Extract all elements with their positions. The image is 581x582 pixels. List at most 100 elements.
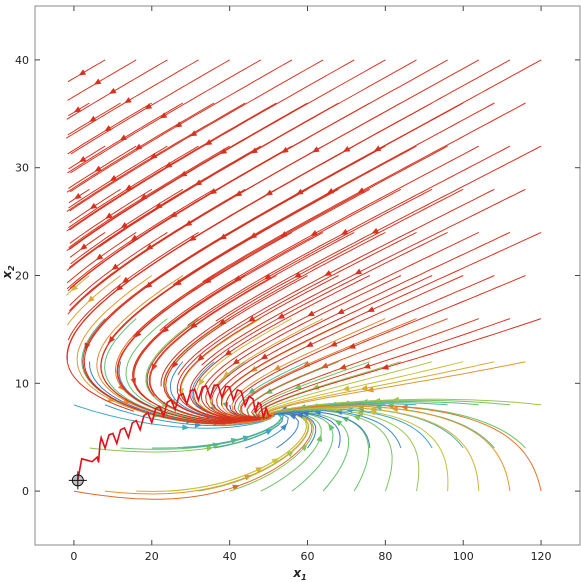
stream-arrowhead [144, 103, 153, 110]
stream-arrowhead [310, 229, 318, 236]
stream-arrowhead [164, 161, 173, 168]
stream-arrowhead [104, 125, 112, 132]
stream-arrowhead [250, 147, 258, 154]
stream-arrowhead [295, 412, 304, 419]
streamline [66, 188, 215, 290]
stream-arrowhead [222, 371, 231, 378]
streamline [66, 59, 199, 139]
stream-arrowhead [311, 146, 320, 153]
x-axis-label: x1 [292, 566, 306, 582]
stream-arrowhead [161, 326, 170, 333]
streamline [66, 59, 168, 120]
stream-arrowhead [286, 450, 294, 458]
stream-arrowhead [111, 263, 119, 271]
stream-arrowhead [288, 413, 297, 420]
stream-arrowhead [326, 188, 335, 195]
stream-arrowhead [209, 188, 217, 195]
y-axis-label: x2 [0, 265, 16, 280]
stream-arrowhead [78, 69, 87, 76]
streamline [189, 231, 448, 420]
streamline [69, 188, 246, 312]
stream-arrowhead [336, 308, 345, 315]
y-tick-label: 30 [15, 162, 29, 175]
stream-arrowhead [95, 253, 104, 261]
stream-arrowhead [307, 310, 315, 317]
streamline [67, 59, 137, 101]
stream-arrowhead [194, 179, 203, 186]
stream-arrowhead [197, 354, 205, 362]
stream-arrowhead [400, 404, 408, 411]
stream-arrowhead [260, 353, 268, 360]
stream-arrowhead [334, 419, 343, 427]
streamline [68, 145, 262, 269]
streamline [263, 361, 526, 421]
stream-arrowhead [74, 192, 82, 200]
stream-arrowhead [271, 458, 280, 465]
stream-arrowhead [369, 406, 377, 413]
initial-point-marker [68, 471, 87, 490]
stream-arrowhead [105, 212, 113, 219]
stream-arrowhead [354, 268, 363, 275]
stream-arrowhead [218, 318, 227, 326]
y-tick-label: 0 [22, 485, 29, 498]
streamline [267, 410, 370, 492]
streamline [98, 59, 417, 248]
streamline [66, 275, 90, 296]
y-tick-label: 40 [15, 54, 29, 67]
x-tick-label: 0 [70, 550, 77, 563]
stream-arrowhead [373, 145, 382, 152]
stream-arrowhead [328, 423, 335, 431]
stream-arrowhead [367, 306, 375, 312]
stream-arrowhead [232, 484, 240, 491]
stream-arrowhead [371, 227, 379, 234]
stream-arrowhead [89, 115, 97, 122]
streamline [96, 275, 277, 425]
stream-arrowhead [247, 315, 256, 322]
stream-arrowhead [232, 358, 240, 365]
streamline [66, 102, 308, 251]
stream-arrowhead [356, 411, 364, 417]
y-tick-label: 10 [15, 377, 29, 390]
stream-arrowhead [80, 243, 88, 250]
streamline [258, 318, 542, 419]
streamline [68, 145, 199, 229]
stream-arrowhead [390, 406, 399, 413]
streamline [254, 318, 511, 419]
stream-arrowhead [305, 341, 314, 348]
stream-arrowhead [159, 112, 168, 119]
stream-arrowhead [204, 277, 212, 284]
streamline [116, 188, 371, 407]
streamline [261, 405, 511, 492]
stream-arrowhead [294, 383, 302, 390]
stream-arrowhead [263, 273, 272, 280]
stream-arrowhead [198, 378, 205, 386]
streamline [250, 318, 479, 418]
stream-arrowhead [149, 152, 158, 159]
x-tick-label: 120 [531, 550, 552, 563]
stream-arrowhead [145, 243, 154, 251]
stream-arrowhead [391, 396, 399, 403]
stream-arrowhead [233, 275, 242, 282]
streamline [215, 145, 542, 322]
x-tick-label: 80 [378, 550, 392, 563]
x-tick-label: 40 [223, 550, 237, 563]
stream-arrowhead [339, 363, 347, 370]
streamline [69, 231, 106, 258]
streamline [73, 412, 313, 500]
stream-arrowhead [345, 407, 353, 414]
stream-arrowhead [340, 228, 349, 235]
stream-arrowhead [300, 443, 308, 452]
streamline [85, 145, 386, 352]
stream-arrowhead [324, 270, 332, 277]
stream-arrowhead [93, 78, 102, 85]
streamline [133, 231, 324, 423]
stream-arrowhead [342, 385, 350, 392]
trajectory-line [77, 384, 270, 481]
streamline [104, 404, 277, 427]
stream-arrowhead [222, 401, 229, 410]
x-tick-label: 60 [301, 550, 315, 563]
stream-arrowhead [117, 383, 125, 391]
stream-arrowhead [70, 284, 79, 292]
stream-arrowhead [182, 424, 190, 431]
stream-arrowhead [219, 147, 228, 155]
